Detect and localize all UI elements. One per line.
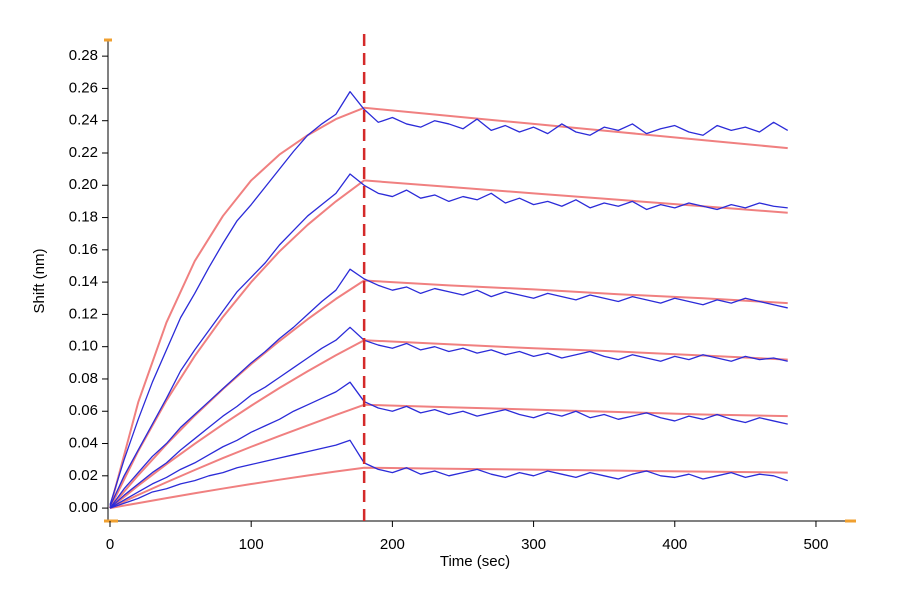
fit-line [109,466,788,510]
x-tick-label: 0 [106,536,114,553]
data-line [109,326,788,509]
data-line [109,381,788,509]
data-line [109,268,788,509]
y-tick-label: 0.20 [69,176,98,193]
x-tick-label: 400 [662,536,687,553]
y-tick-label: 0.24 [69,112,98,129]
y-tick-label: 0.08 [69,370,98,387]
y-tick-label: 0.18 [69,209,98,226]
data-line [109,439,788,509]
x-tick-label: 300 [521,536,546,553]
y-tick-label: 0.22 [69,144,98,161]
x-tick-label: 200 [380,536,405,553]
fit-line [109,106,788,509]
y-tick-label: 0.04 [69,434,98,451]
data-line [109,173,788,507]
x-axis-label: Time (sec) [440,553,510,570]
x-tick-label: 500 [803,536,828,553]
y-axis-label: Shift (nm) [31,248,48,313]
y-tick-label: 0.02 [69,467,98,484]
y-tick-label: 0.00 [69,499,98,516]
y-tick-label: 0.14 [69,273,98,290]
x-tick-label: 100 [239,536,264,553]
y-tick-label: 0.12 [69,305,98,322]
y-tick-label: 0.28 [69,47,98,64]
y-tick-label: 0.26 [69,79,98,96]
fit-line [109,179,788,509]
data-line [109,91,789,506]
fit-line [109,279,788,509]
fit-line [109,403,788,509]
y-tick-label: 0.06 [69,402,98,419]
fit-line [109,339,788,509]
y-tick-label: 0.10 [69,338,98,355]
y-tick-label: 0.16 [69,241,98,258]
